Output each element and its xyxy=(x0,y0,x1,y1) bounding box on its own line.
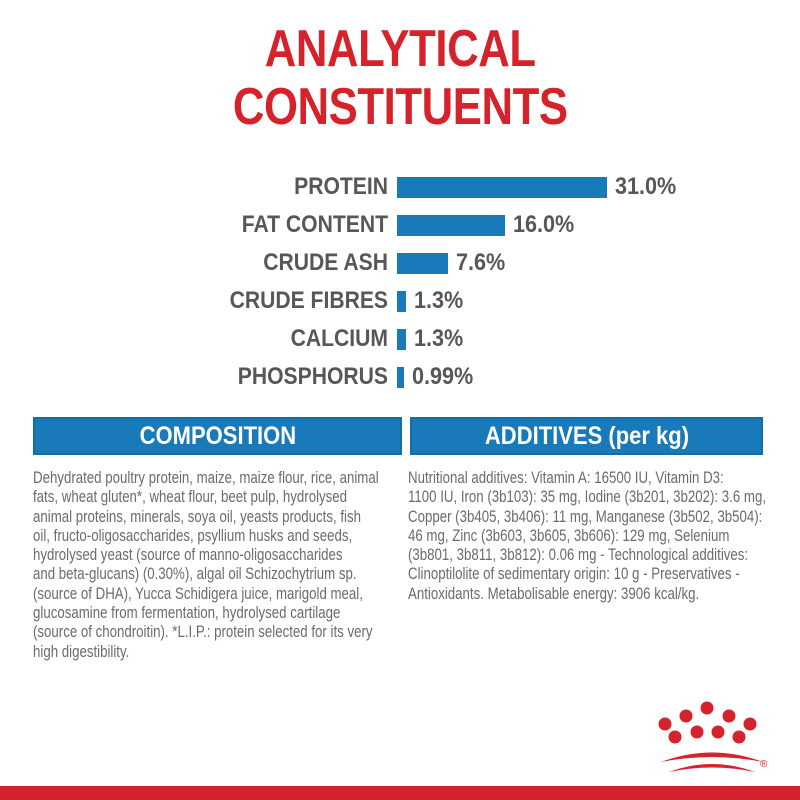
page-title: ANALYTICAL CONSTITUENTS xyxy=(0,20,800,136)
bar xyxy=(397,290,406,312)
bar-value: 1.3% xyxy=(414,325,464,352)
bar-value: 7.6% xyxy=(456,249,506,276)
royal-canin-crown-logo: ® xyxy=(658,701,768,772)
chart-row: CRUDE FIBRES 1.3% xyxy=(0,282,800,320)
bar-value: 31.0% xyxy=(615,173,677,200)
chart-row: PROTEIN 31.0% xyxy=(0,168,800,206)
bar-label: CALCIUM xyxy=(290,325,388,352)
registered-trademark-icon: ® xyxy=(760,759,768,770)
bar xyxy=(397,214,505,236)
bar xyxy=(397,252,448,274)
bar xyxy=(397,328,406,350)
page-title-line2: CONSTITUENTS xyxy=(232,78,568,136)
chart-row: PHOSPHORUS 0.99% xyxy=(0,358,800,396)
crown-arc-lower xyxy=(669,764,755,772)
crown-dots xyxy=(658,701,757,744)
additives-header: ADDITIVES (per kg) xyxy=(410,417,763,455)
bar-value: 1.3% xyxy=(414,287,464,314)
crown-arc-upper xyxy=(661,752,763,762)
page-title-line1: ANALYTICAL xyxy=(264,20,536,78)
chart-row: CALCIUM 1.3% xyxy=(0,320,800,358)
chart-row: CRUDE ASH 7.6% xyxy=(0,244,800,282)
bar xyxy=(397,176,607,198)
bar-label: FAT CONTENT xyxy=(241,211,388,238)
bar-label: PROTEIN xyxy=(294,173,388,200)
composition-header: COMPOSITION xyxy=(33,417,402,455)
footer-red-bar xyxy=(0,786,800,800)
bar-value: 0.99% xyxy=(412,363,474,390)
composition-text: Dehydrated poultry protein, maize, maize… xyxy=(33,468,379,661)
additives-text: Nutritional additives: Vitamin A: 16500 … xyxy=(408,468,767,603)
analytical-bar-chart: PROTEIN 31.0% FAT CONTENT 16.0% CRUDE ASH 7.6… xyxy=(0,168,800,396)
bar xyxy=(397,366,404,388)
composition-header-label: COMPOSITION xyxy=(139,421,296,450)
chart-row: FAT CONTENT 16.0% xyxy=(0,206,800,244)
bar-label: CRUDE FIBRES xyxy=(229,287,388,314)
bar-value: 16.0% xyxy=(513,211,575,238)
bar-label: CRUDE ASH xyxy=(263,249,388,276)
additives-header-label: ADDITIVES (per kg) xyxy=(484,421,689,450)
bar-label: PHOSPHORUS xyxy=(237,363,388,390)
